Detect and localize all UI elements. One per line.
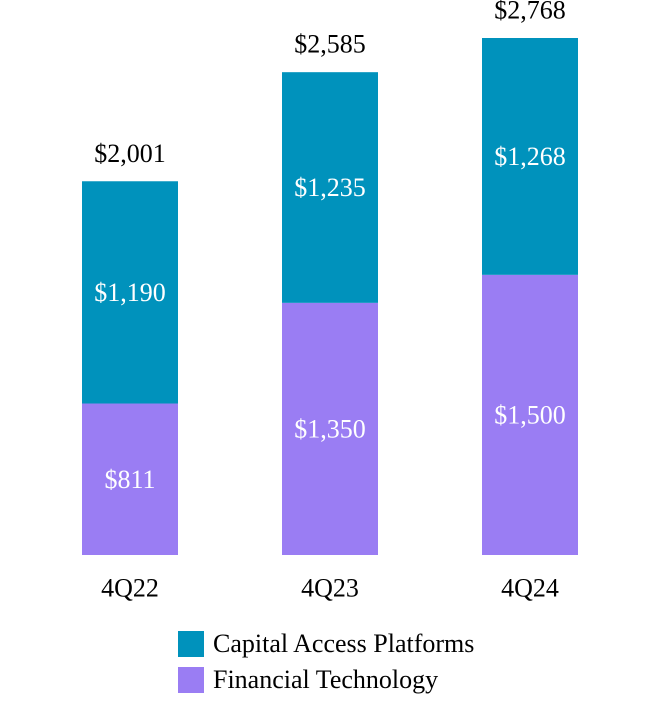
x-tick-label-4q24: 4Q24 (501, 574, 559, 603)
legend-item-capital-access: Capital Access Platforms (178, 626, 474, 662)
bar-fintech-4q23 (282, 302, 378, 555)
total-label-4q22: $2,001 (94, 139, 166, 168)
x-tick-label-4q22: 4Q22 (101, 574, 159, 603)
bar-capital-access-4q23 (282, 72, 378, 303)
total-label-4q23: $2,585 (294, 30, 366, 59)
x-tick-label-4q23: 4Q23 (301, 574, 359, 603)
bar-label-fintech-4q24: $1,500 (494, 400, 566, 429)
total-label-4q24: $2,768 (494, 0, 566, 25)
bar-capital-access-4q24 (482, 38, 578, 275)
bar-fintech-4q22 (82, 403, 178, 555)
bar-label-capital-access-4q22: $1,190 (94, 278, 166, 307)
legend-swatch-fintech (178, 667, 204, 693)
stacked-bar-chart: $811 $1,190 $2,001 4Q22 $1,350 $1,235 $2,585 4Q… (82, 0, 578, 603)
legend-label-capital-access: Capital Access Platforms (213, 629, 475, 658)
bar-label-capital-access-4q24: $1,268 (494, 142, 566, 171)
bar-label-fintech-4q22: $811 (104, 465, 155, 494)
bar-capital-access-4q22 (82, 181, 178, 404)
chart-legend: Capital Access Platforms Financial Techn… (178, 626, 474, 698)
bar-label-capital-access-4q23: $1,235 (294, 173, 366, 202)
legend-swatch-capital-access (178, 631, 204, 657)
legend-item-fintech: Financial Technology (178, 662, 474, 698)
bar-label-fintech-4q23: $1,350 (294, 414, 366, 443)
bar-fintech-4q24 (482, 274, 578, 555)
legend-label-fintech: Financial Technology (213, 665, 439, 694)
